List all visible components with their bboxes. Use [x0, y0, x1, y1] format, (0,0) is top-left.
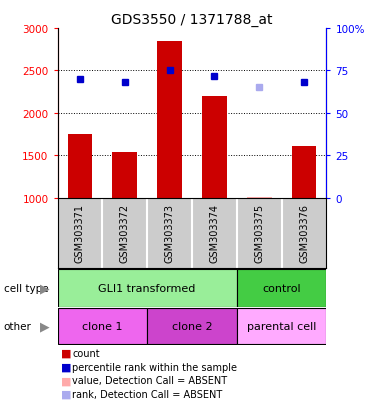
Text: clone 2: clone 2: [172, 321, 212, 331]
Text: rank, Detection Call = ABSENT: rank, Detection Call = ABSENT: [72, 389, 223, 399]
Bar: [202, 97, 227, 198]
Bar: [58, 269, 237, 307]
Text: GSM303373: GSM303373: [165, 204, 175, 263]
Text: ■: ■: [61, 348, 72, 358]
Title: GDS3550 / 1371788_at: GDS3550 / 1371788_at: [111, 12, 273, 26]
Text: ■: ■: [61, 389, 72, 399]
Text: ▶: ▶: [40, 282, 50, 294]
Text: count: count: [72, 348, 100, 358]
Text: other: other: [4, 321, 32, 331]
Text: ■: ■: [61, 375, 72, 385]
Text: ▶: ▶: [40, 320, 50, 333]
Text: control: control: [262, 283, 301, 293]
Bar: [237, 269, 326, 307]
Bar: [247, 197, 272, 198]
Text: cell type: cell type: [4, 283, 48, 293]
Text: percentile rank within the sample: percentile rank within the sample: [72, 362, 237, 372]
Text: GSM303375: GSM303375: [254, 204, 264, 263]
Text: GLI1 transformed: GLI1 transformed: [98, 283, 196, 293]
Text: value, Detection Call = ABSENT: value, Detection Call = ABSENT: [72, 375, 227, 385]
Bar: [58, 309, 147, 344]
Bar: [292, 147, 316, 198]
Bar: [157, 42, 182, 198]
Bar: [237, 309, 326, 344]
Text: GSM303371: GSM303371: [75, 204, 85, 263]
Bar: [147, 309, 237, 344]
Text: parental cell: parental cell: [247, 321, 316, 331]
Bar: [68, 135, 92, 198]
Text: GSM303376: GSM303376: [299, 204, 309, 263]
Text: ■: ■: [61, 362, 72, 372]
Text: GSM303372: GSM303372: [120, 204, 130, 263]
Text: GSM303374: GSM303374: [209, 204, 219, 263]
Text: clone 1: clone 1: [82, 321, 122, 331]
Bar: [112, 152, 137, 198]
